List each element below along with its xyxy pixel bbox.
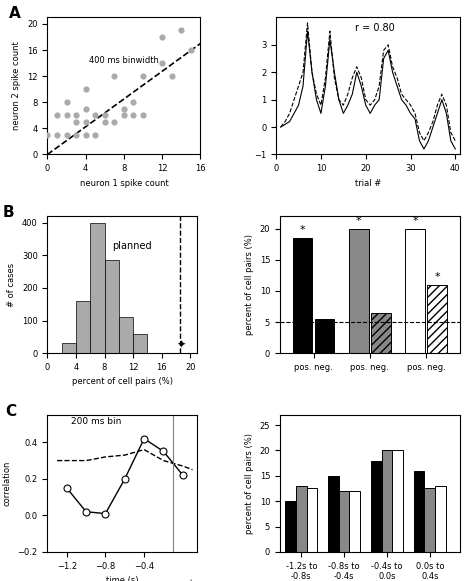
Point	[139, 71, 147, 81]
Bar	[424, 489, 435, 552]
X-axis label: percent of cell pairs (%): percent of cell pairs (%)	[72, 378, 173, 386]
Point	[110, 71, 118, 81]
Point	[63, 110, 70, 120]
Point	[82, 104, 90, 113]
Point	[53, 110, 61, 120]
Point	[120, 104, 128, 113]
Bar	[382, 450, 392, 552]
Text: *: *	[412, 216, 418, 225]
Point	[120, 110, 128, 120]
Point	[130, 98, 137, 107]
Bar	[328, 476, 339, 552]
Bar	[339, 491, 349, 552]
Legend: planned left, planned right, unplanned: planned left, planned right, unplanned	[287, 419, 365, 461]
Bar	[293, 238, 312, 353]
Text: B: B	[2, 205, 14, 220]
Point	[139, 110, 147, 120]
Bar	[435, 486, 446, 552]
Point	[168, 71, 175, 81]
Text: *: *	[356, 216, 362, 225]
Y-axis label: percent of cell pairs (%): percent of cell pairs (%)	[245, 234, 254, 335]
Point	[177, 26, 185, 35]
Point	[91, 110, 99, 120]
Bar	[414, 471, 424, 552]
Bar	[315, 319, 334, 353]
X-axis label: trial #: trial #	[355, 179, 381, 188]
Y-axis label: neuron 2 spike count: neuron 2 spike count	[12, 42, 21, 130]
Bar	[349, 228, 369, 353]
Point	[73, 110, 80, 120]
Point	[110, 117, 118, 127]
Bar	[76, 301, 90, 353]
Y-axis label: # of cases: # of cases	[7, 263, 16, 307]
Bar	[296, 486, 307, 552]
Point	[53, 130, 61, 139]
Point	[91, 130, 99, 139]
Point	[158, 33, 166, 42]
Text: ✦: ✦	[176, 340, 186, 350]
Text: 400 ms binwidth: 400 ms binwidth	[89, 56, 159, 65]
Point	[82, 117, 90, 127]
Text: r = 0.80: r = 0.80	[355, 23, 394, 33]
Text: planned: planned	[112, 241, 151, 251]
Bar	[119, 317, 133, 353]
Point	[130, 110, 137, 120]
X-axis label: neuron 1 spike count: neuron 1 spike count	[80, 179, 168, 188]
Point	[101, 117, 109, 127]
Point	[187, 45, 195, 55]
Bar	[62, 343, 76, 353]
Bar	[133, 333, 147, 353]
Y-axis label: correlation: correlation	[3, 461, 12, 506]
Text: 200 ms bin: 200 ms bin	[71, 417, 121, 426]
Bar	[307, 489, 317, 552]
Point	[82, 130, 90, 139]
Text: C: C	[5, 404, 17, 419]
Bar	[285, 501, 296, 552]
Bar	[405, 228, 425, 353]
Bar	[371, 461, 382, 552]
Text: *: *	[300, 225, 305, 235]
Point	[63, 98, 70, 107]
Bar	[371, 313, 391, 353]
Point	[63, 130, 70, 139]
X-axis label: time (s): time (s)	[106, 576, 138, 581]
Text: A: A	[9, 6, 21, 21]
Bar	[349, 491, 360, 552]
Text: movement
onset: movement onset	[153, 579, 194, 581]
Point	[82, 85, 90, 94]
Bar	[90, 223, 105, 353]
Point	[73, 117, 80, 127]
Y-axis label: percent of cell pairs (%): percent of cell pairs (%)	[245, 433, 254, 534]
Bar	[392, 450, 403, 552]
Point	[158, 59, 166, 68]
Point	[101, 110, 109, 120]
Text: *: *	[434, 271, 440, 282]
Point	[73, 130, 80, 139]
Bar	[427, 285, 447, 353]
Bar	[105, 260, 119, 353]
Point	[44, 130, 51, 139]
